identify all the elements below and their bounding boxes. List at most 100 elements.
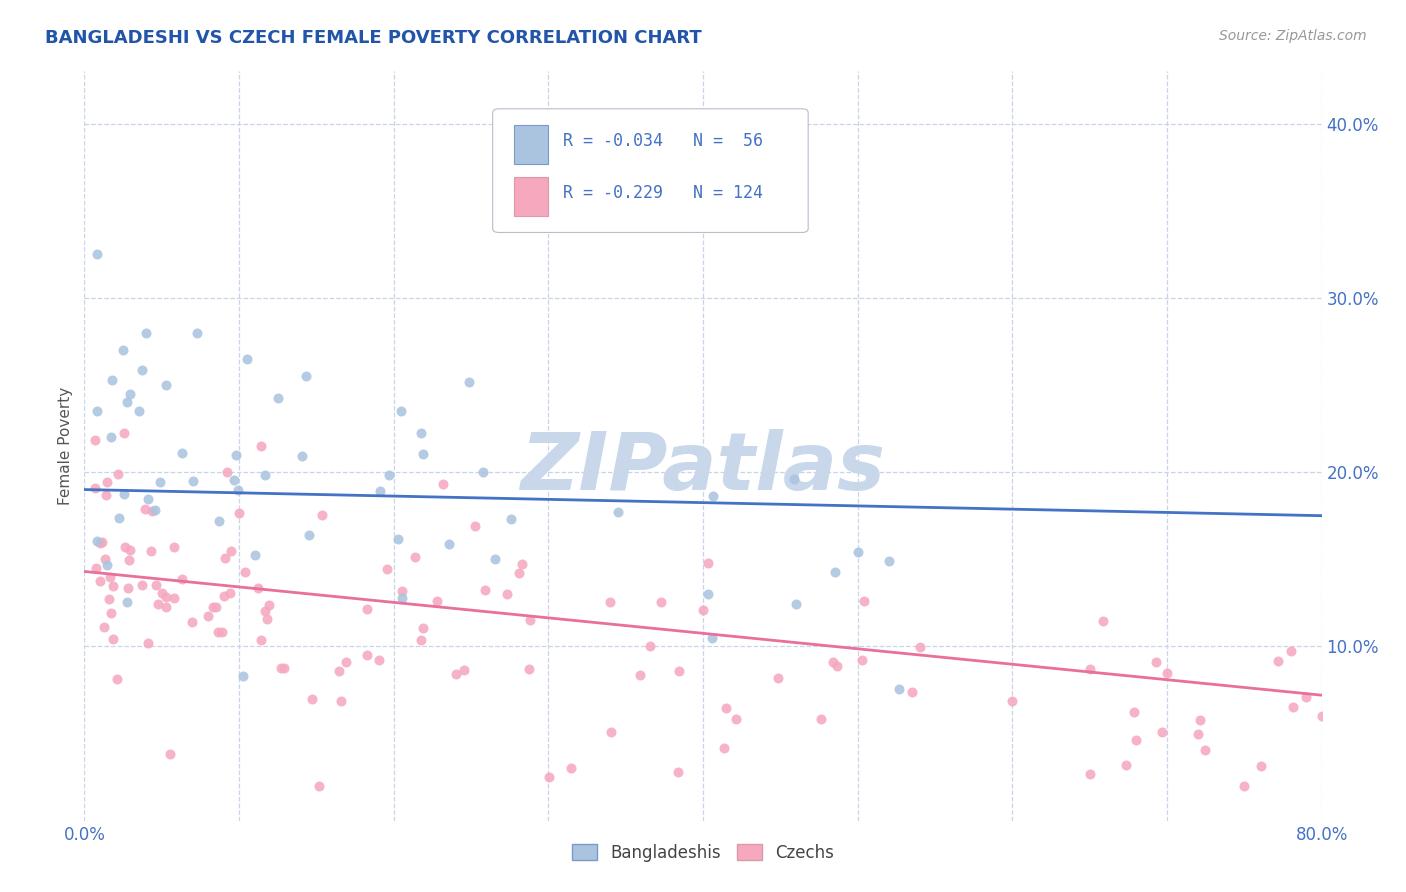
Point [208,514,231,528]
Bar [513,177,548,216]
Point [115,595,138,609]
Point [412,621,434,635]
Point [640,639,662,653]
Point [233,565,256,579]
Point [259,599,281,613]
Point [114,540,136,554]
Point [387,532,409,546]
Point [697,587,720,601]
Point [211,624,233,639]
Point [810,712,832,726]
Point [273,661,295,675]
Point [411,632,433,647]
Point [412,447,434,461]
Point [607,506,630,520]
Point [201,599,224,614]
Point [100,607,122,621]
Point [84,481,107,495]
Point [114,425,136,440]
Point [537,770,560,784]
Point [426,594,449,608]
Point [118,543,141,558]
Point [1115,758,1137,772]
Point [628,668,651,682]
Point [212,589,235,603]
Point [103,632,125,646]
Point [464,519,486,533]
Point [225,449,247,463]
Point [107,467,129,481]
Point [145,503,167,517]
Point [101,373,124,387]
Point [232,669,254,683]
Point [215,465,238,479]
Point [599,724,621,739]
Point [1078,662,1101,676]
Point [172,572,194,586]
Point [512,557,534,571]
Point [457,375,479,389]
Point [378,467,401,482]
Point [235,351,257,366]
Point [163,541,186,555]
Point [291,449,314,463]
Point [496,587,519,601]
Point [94,488,117,502]
Point [851,653,873,667]
Point [219,544,242,558]
Point [696,556,718,570]
Legend: Bangladeshis, Czechs: Bangladeshis, Czechs [565,838,841,869]
Point [136,635,159,649]
Point [250,439,273,453]
Point [111,343,134,358]
Point [222,473,245,487]
Point [186,326,208,340]
Point [135,326,157,340]
Point [1267,654,1289,668]
Point [207,625,229,640]
Point [1233,779,1256,793]
Point [214,550,236,565]
FancyBboxPatch shape [492,109,808,233]
Point [391,591,413,605]
Point [155,600,177,615]
Point [330,694,353,708]
Point [254,468,277,483]
Bar [513,125,548,163]
Point [1282,699,1305,714]
Point [725,713,748,727]
Point [100,570,122,584]
Point [89,536,111,550]
Point [155,378,177,392]
Point [159,747,181,762]
Point [356,602,378,616]
Point [785,597,807,611]
Point [560,761,582,775]
Point [768,672,790,686]
Point [484,552,506,566]
Point [149,475,172,490]
Point [1078,766,1101,780]
Text: R = -0.034   N =  56: R = -0.034 N = 56 [564,132,763,150]
Point [432,477,454,491]
Point [472,466,495,480]
Point [172,446,194,460]
Point [599,595,621,609]
Point [1150,725,1173,739]
Point [100,430,122,444]
Point [713,740,735,755]
Point [128,404,150,418]
Point [155,591,177,605]
Point [253,604,276,618]
Point [389,403,412,417]
Text: R = -0.229   N = 124: R = -0.229 N = 124 [564,185,763,202]
Point [91,535,114,549]
Point [136,492,159,507]
Point [411,425,433,440]
Point [103,579,125,593]
Point [1295,690,1317,705]
Point [256,612,278,626]
Point [1279,644,1302,658]
Point [702,489,724,503]
Point [86,404,108,418]
